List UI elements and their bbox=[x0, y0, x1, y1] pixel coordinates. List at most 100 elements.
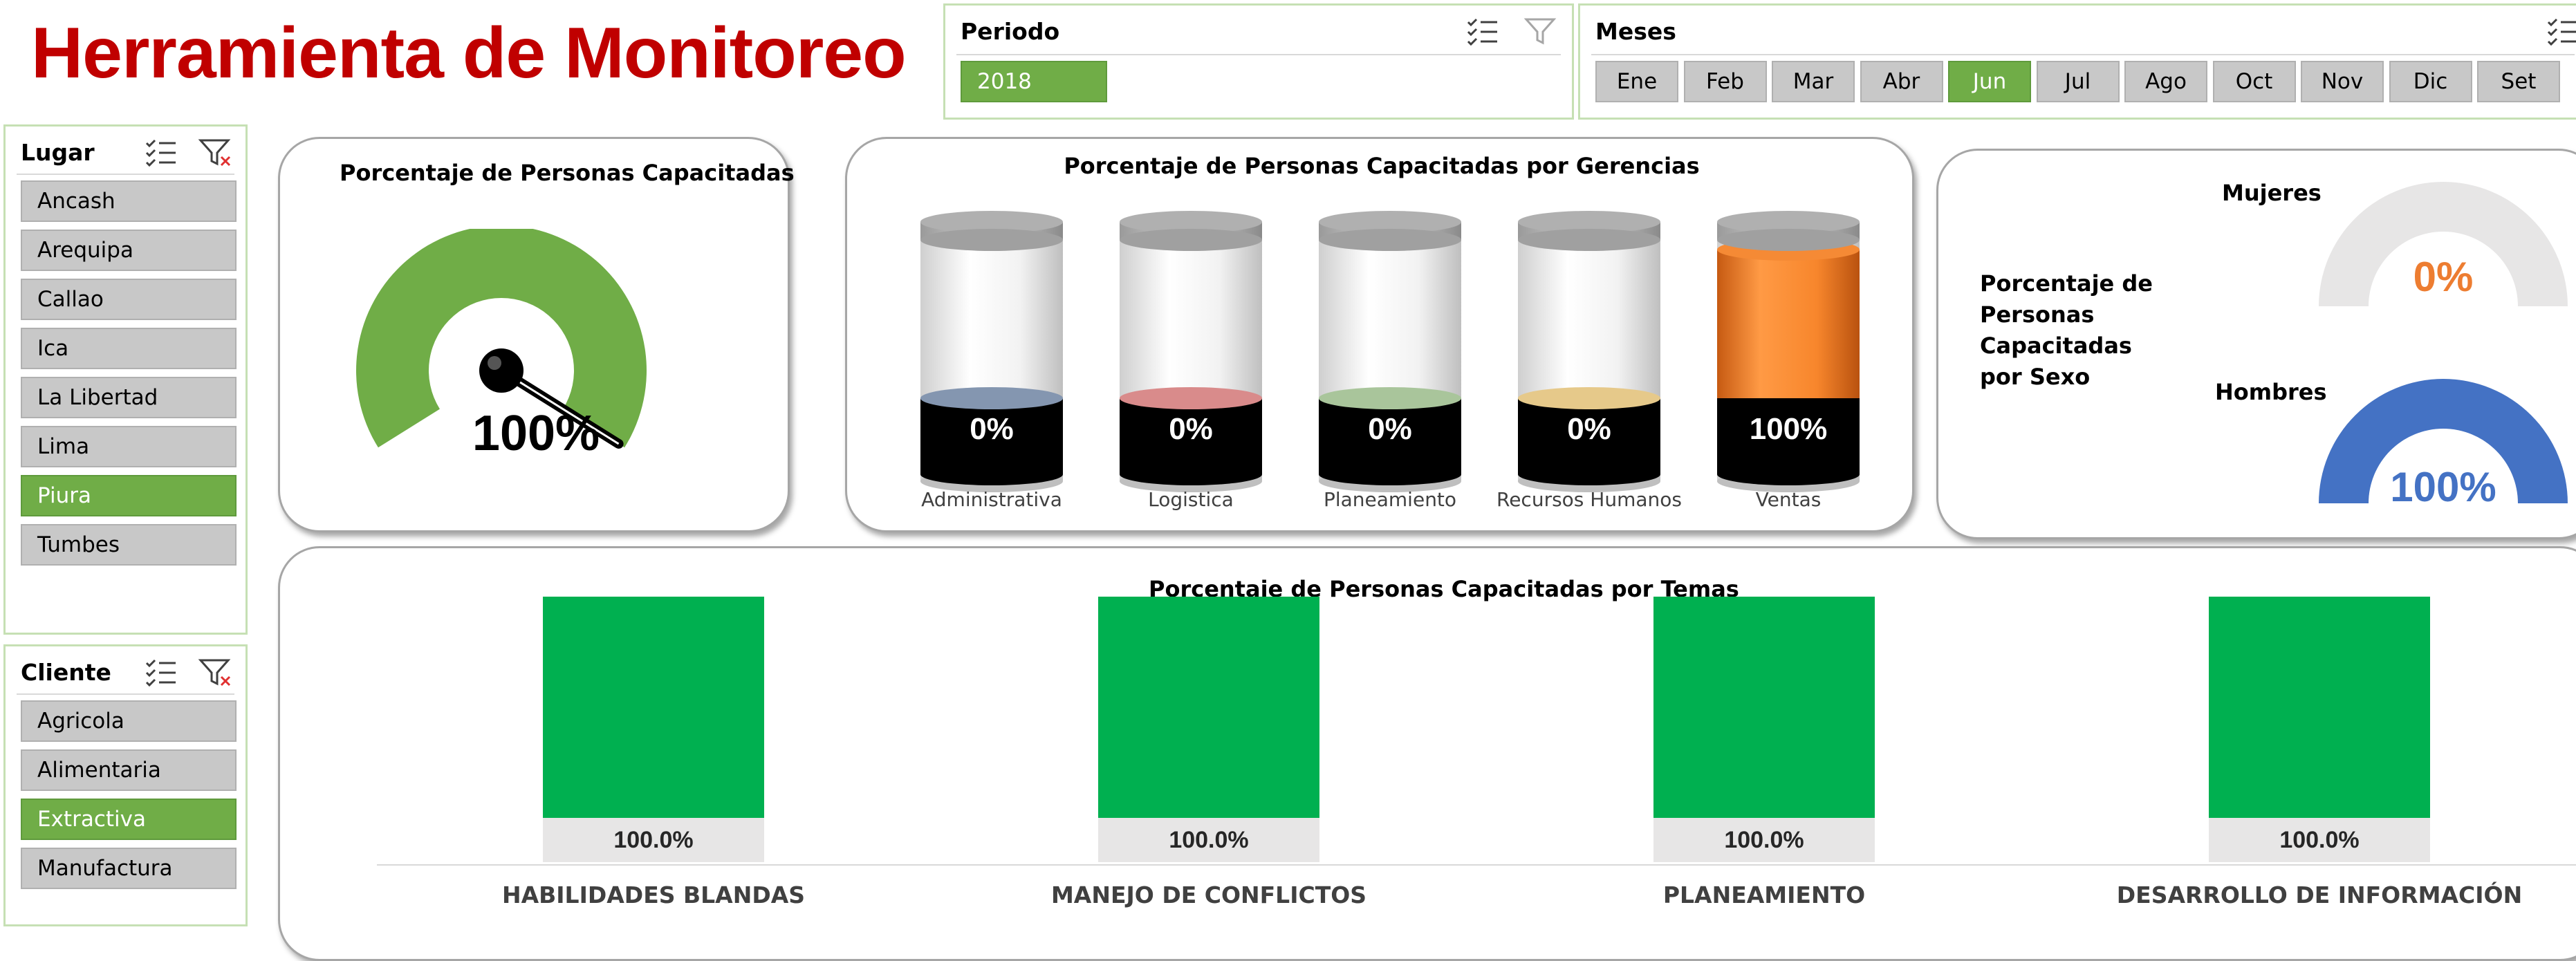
hombres-value: 100% bbox=[2390, 464, 2496, 510]
slicer-option[interactable]: Feb bbox=[1683, 61, 1767, 102]
sexo-title-line: Porcentaje de bbox=[1980, 270, 2153, 297]
multi-select-icon[interactable] bbox=[2546, 15, 2576, 47]
temas-category-label: PLANEAMIENTO bbox=[1662, 881, 1866, 908]
slicer-option[interactable]: Agricola bbox=[21, 700, 237, 742]
meses-slicer: Meses Ene Feb Mar Abr Jun Jul Ago Oct Nov Dic Set bbox=[1578, 3, 2576, 120]
slicer-option[interactable]: Tumbes bbox=[21, 524, 237, 566]
gauge-fill-arc bbox=[356, 229, 647, 448]
cylinder-value-label: 0% bbox=[970, 412, 1014, 446]
temas-card: Porcentaje de Personas Capacitadas por T… bbox=[278, 546, 2576, 961]
gerencias-title: Porcentaje de Personas Capacitadas por G… bbox=[1064, 153, 1700, 179]
gauge-title: Porcentaje de Personas Capacitadas bbox=[340, 160, 795, 186]
slicer-option[interactable]: Mar bbox=[1772, 61, 1855, 102]
mujeres-value: 0% bbox=[2413, 254, 2474, 300]
multi-select-icon[interactable] bbox=[144, 136, 178, 168]
slicer-option[interactable]: Piura bbox=[21, 475, 237, 516]
temas-bar bbox=[1653, 597, 1875, 818]
slicer-option[interactable]: Arequipa bbox=[21, 230, 237, 271]
temas-axis-line bbox=[377, 864, 2576, 866]
slicer-option[interactable]: Jun bbox=[1948, 61, 2031, 102]
mujeres-gauge bbox=[2319, 182, 2568, 306]
cylinder-base bbox=[1717, 398, 1860, 474]
cylinder-value-label: 0% bbox=[1567, 412, 1611, 446]
meses-slicer-header: Meses bbox=[1595, 18, 1676, 45]
temas-bar-value: 100.0% bbox=[2209, 818, 2430, 862]
temas-category-label: MANEJO DE CONFLICTOS bbox=[1050, 881, 1367, 908]
sexo-title: Porcentaje de Personas Capacitadas por S… bbox=[1980, 268, 2153, 393]
periodo-slicer-header: Periodo bbox=[961, 18, 1060, 45]
sexo-card: Porcentaje de Personas Capacitadas por S… bbox=[1936, 149, 2576, 539]
slicer-option[interactable]: Manufactura bbox=[21, 848, 237, 889]
sexo-title-line: Personas bbox=[1980, 301, 2095, 328]
slicer-option[interactable]: Oct bbox=[2212, 61, 2296, 102]
temas-category-label: DESARROLLO DE INFORMACIÓN bbox=[2116, 881, 2523, 908]
cylinder-category-label: Recursos Humanos bbox=[1497, 488, 1682, 511]
temas-bar-value: 100.0% bbox=[1653, 818, 1875, 862]
slicer-option[interactable]: 2018 bbox=[961, 61, 1107, 102]
cliente-slicer: Cliente Agricola Alimentaria Extractiva Man… bbox=[3, 644, 248, 926]
temas-category-label: HABILIDADES BLANDAS bbox=[501, 881, 806, 908]
slicer-option[interactable]: Abr bbox=[1860, 61, 1943, 102]
cylinder-liquid-top bbox=[1518, 387, 1660, 409]
slicer-option[interactable]: Ago bbox=[2124, 61, 2207, 102]
slicer-option[interactable]: Set bbox=[2477, 61, 2560, 102]
sexo-title-line: Capacitadas bbox=[1980, 333, 2132, 359]
hombres-gauge bbox=[2319, 379, 2568, 503]
cylinder-liquid-top bbox=[920, 387, 1063, 409]
slicer-option[interactable]: Ica bbox=[21, 328, 237, 369]
periodo-slicer: Periodo 2018 bbox=[943, 3, 1574, 120]
gauge-needle-highlight bbox=[501, 369, 620, 445]
slicer-option[interactable]: Jul bbox=[2036, 61, 2120, 102]
gauge-value-label: 100% bbox=[472, 406, 600, 461]
slicer-option[interactable]: Ancash bbox=[21, 180, 237, 222]
gauge-card: Porcentaje de Personas Capacitadas 100% bbox=[278, 137, 795, 532]
slicer-option[interactable]: Callao bbox=[21, 279, 237, 320]
clear-filter-icon[interactable] bbox=[1523, 15, 1558, 47]
cylinder-cap bbox=[1518, 211, 1660, 233]
cylinder-base bbox=[1120, 398, 1262, 474]
clear-filter-icon[interactable] bbox=[198, 656, 232, 688]
mujeres-label: Mujeres bbox=[2222, 180, 2322, 206]
page-title: Herramienta de Monitoreo bbox=[31, 13, 907, 93]
cliente-slicer-header: Cliente bbox=[21, 659, 111, 686]
hombres-gauge-fill bbox=[2319, 379, 2568, 503]
slicer-option[interactable]: La Libertad bbox=[21, 377, 237, 418]
temas-bar-value: 100.0% bbox=[543, 818, 764, 862]
slicer-option[interactable]: Lima bbox=[21, 426, 237, 467]
cylinder-liquid-top bbox=[1120, 387, 1262, 409]
slicer-option[interactable]: Nov bbox=[2301, 61, 2384, 102]
temas-bar-value: 100.0% bbox=[1098, 818, 1319, 862]
cylinder-category-label: Administrativa bbox=[921, 488, 1062, 511]
clear-filter-icon[interactable] bbox=[198, 136, 232, 168]
lugar-slicer: Lugar Ancash Arequipa Callao Ica La Libertad… bbox=[3, 124, 248, 635]
cylinder-cap bbox=[920, 211, 1063, 233]
cylinder-cap bbox=[1717, 211, 1860, 233]
multi-select-icon[interactable] bbox=[1465, 15, 1500, 47]
slicer-option[interactable]: Dic bbox=[2389, 61, 2472, 102]
cylinder-base bbox=[1319, 398, 1461, 474]
cylinder-category-label: Ventas bbox=[1755, 488, 1822, 511]
slicer-option[interactable]: Alimentaria bbox=[21, 749, 237, 791]
cylinder-value-label: 0% bbox=[1368, 412, 1412, 446]
multi-select-icon[interactable] bbox=[144, 656, 178, 688]
cylinder-cap bbox=[1319, 211, 1461, 233]
gauge-hub bbox=[479, 348, 523, 393]
cylinder-base bbox=[1518, 398, 1660, 474]
gerencias-cylinders bbox=[920, 211, 1860, 492]
slicer-option[interactable]: Ene bbox=[1595, 61, 1678, 102]
cylinder-category-label: Planeamiento bbox=[1323, 488, 1457, 511]
cylinder-category-label: Logistica bbox=[1148, 488, 1234, 511]
cylinder-cap bbox=[1120, 211, 1262, 233]
temas-bar bbox=[1098, 597, 1319, 818]
cylinder-base bbox=[920, 398, 1063, 474]
slicer-option[interactable]: Extractiva bbox=[21, 799, 237, 840]
lugar-slicer-header: Lugar bbox=[21, 139, 95, 166]
cylinder-liquid-top bbox=[1319, 387, 1461, 409]
cylinder-liquid bbox=[1717, 250, 1860, 398]
hombres-label: Hombres bbox=[2215, 379, 2327, 405]
temas-bar bbox=[543, 597, 764, 818]
temas-bar bbox=[2209, 597, 2430, 818]
gerencias-card: Porcentaje de Personas Capacitadas por G… bbox=[845, 137, 1914, 532]
cylinder-value-label: 100% bbox=[1749, 412, 1828, 446]
sexo-title-line: por Sexo bbox=[1980, 364, 2091, 390]
